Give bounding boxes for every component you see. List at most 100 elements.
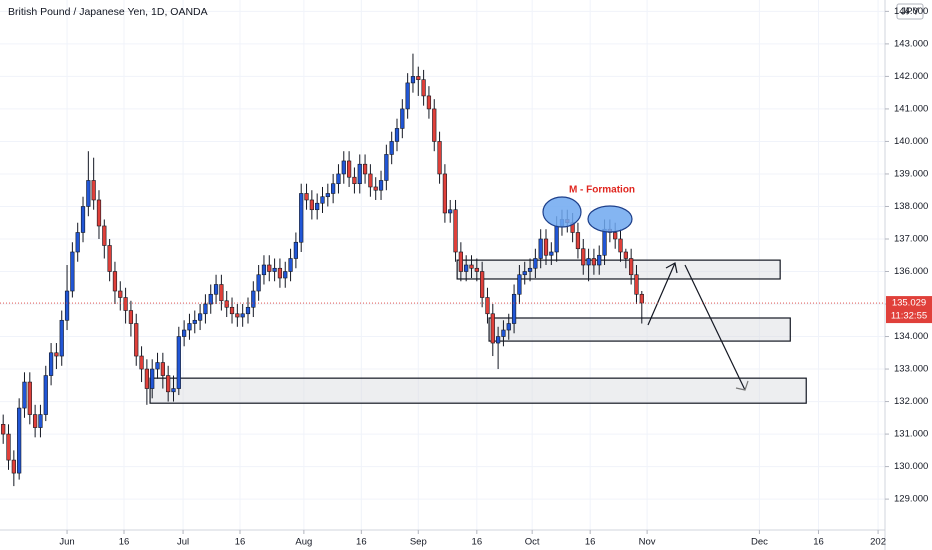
zone	[456, 259, 781, 280]
candle-body	[394, 128, 400, 142]
candle-body	[474, 267, 479, 272]
candle-body	[75, 232, 80, 253]
candle-body	[27, 381, 32, 415]
candle-body	[522, 271, 527, 276]
annotation: M - Formation	[569, 185, 635, 196]
candle-body	[581, 248, 586, 266]
candle-body	[22, 381, 27, 409]
x-tick-label: Dec	[751, 537, 768, 548]
candle-body	[586, 258, 591, 266]
y-tick-label: 136.000	[894, 266, 928, 277]
x-tick-label: 202	[870, 537, 886, 548]
candles	[1, 53, 644, 487]
candle-body	[575, 232, 581, 250]
candle-body	[245, 306, 251, 315]
candle-body	[405, 82, 410, 110]
candle-body	[112, 271, 118, 292]
candle-body	[171, 388, 176, 393]
candle-body	[251, 290, 256, 308]
candle-body	[102, 225, 107, 246]
candle-body	[533, 258, 538, 269]
candle-body	[597, 254, 602, 266]
candle-body	[91, 180, 96, 201]
candle-body	[543, 238, 549, 256]
candle-body	[240, 313, 245, 318]
x-tick-label: Jun	[59, 537, 74, 548]
zone	[149, 377, 807, 404]
candle-body	[506, 323, 511, 331]
x-tick-label: Aug	[295, 537, 312, 548]
candle-body	[107, 245, 112, 272]
candle-body	[272, 267, 277, 272]
candle-body	[54, 352, 59, 357]
candle-body	[197, 313, 203, 321]
candle-body	[267, 264, 272, 272]
candle-body	[517, 274, 522, 295]
x-tick-label: 16	[356, 537, 367, 548]
candle-body	[331, 183, 336, 194]
candle-body	[432, 108, 437, 142]
candle-body	[613, 232, 618, 240]
candle-body	[235, 313, 240, 318]
candle-body	[304, 193, 309, 201]
y-tick-label: 140.000	[894, 136, 928, 147]
candle-body	[134, 323, 139, 357]
candle-body	[352, 176, 357, 185]
candle-body	[256, 274, 261, 292]
candle-body	[629, 258, 634, 276]
zone	[488, 317, 791, 342]
candle-body	[277, 267, 283, 279]
candle-body	[293, 241, 298, 259]
chart-title: British Pound / Japanese Yen, 1D, OANDA	[8, 6, 208, 18]
y-tick-label: 144.000	[894, 6, 928, 17]
candle-body	[384, 154, 389, 181]
candle-body	[6, 433, 11, 461]
candle-body	[144, 368, 149, 389]
candle-body	[591, 258, 597, 266]
candle-body	[378, 180, 384, 191]
candle-body	[176, 336, 181, 389]
candle-body	[155, 362, 160, 370]
candle-body	[213, 284, 219, 295]
candle-body	[639, 293, 644, 304]
y-tick-label: 130.000	[894, 461, 928, 472]
candle-body	[80, 206, 86, 233]
x-tick-label: Nov	[639, 537, 656, 548]
candle-body	[501, 329, 506, 337]
x-tick-label: 16	[585, 537, 596, 548]
candle-body	[458, 251, 463, 272]
y-tick-label: 131.000	[894, 429, 928, 440]
candle-body	[38, 414, 43, 428]
candle-body	[288, 258, 293, 272]
grid	[0, 0, 885, 530]
candle-body	[187, 323, 192, 331]
top-marker	[542, 196, 582, 228]
y-tick-label: 143.000	[894, 38, 928, 49]
candle-body	[182, 329, 187, 337]
candle-body	[299, 193, 304, 243]
candle-body	[368, 173, 373, 188]
candle-body	[400, 108, 405, 129]
candle-body	[309, 199, 314, 211]
y-tick-label: 139.000	[894, 168, 928, 179]
candle-body	[224, 300, 229, 308]
arrow	[647, 262, 678, 326]
price-tag	[886, 296, 932, 324]
candle-body	[128, 310, 134, 324]
y-tick-label: 132.000	[894, 396, 928, 407]
candle-body	[208, 293, 213, 305]
y-tick-label: 137.000	[894, 234, 928, 245]
y-tick-label: 129.000	[894, 494, 928, 505]
candle-body	[623, 251, 628, 259]
candle-body	[320, 196, 325, 204]
candle-body	[219, 284, 224, 302]
candle-body	[160, 362, 165, 376]
currency-box	[896, 3, 924, 20]
candle-body	[421, 79, 426, 97]
price-label: 135.029	[892, 298, 926, 309]
candle-body	[373, 186, 378, 191]
x-tick-label: 16	[813, 537, 824, 548]
candle-body	[346, 160, 352, 178]
candle-body	[96, 199, 102, 227]
